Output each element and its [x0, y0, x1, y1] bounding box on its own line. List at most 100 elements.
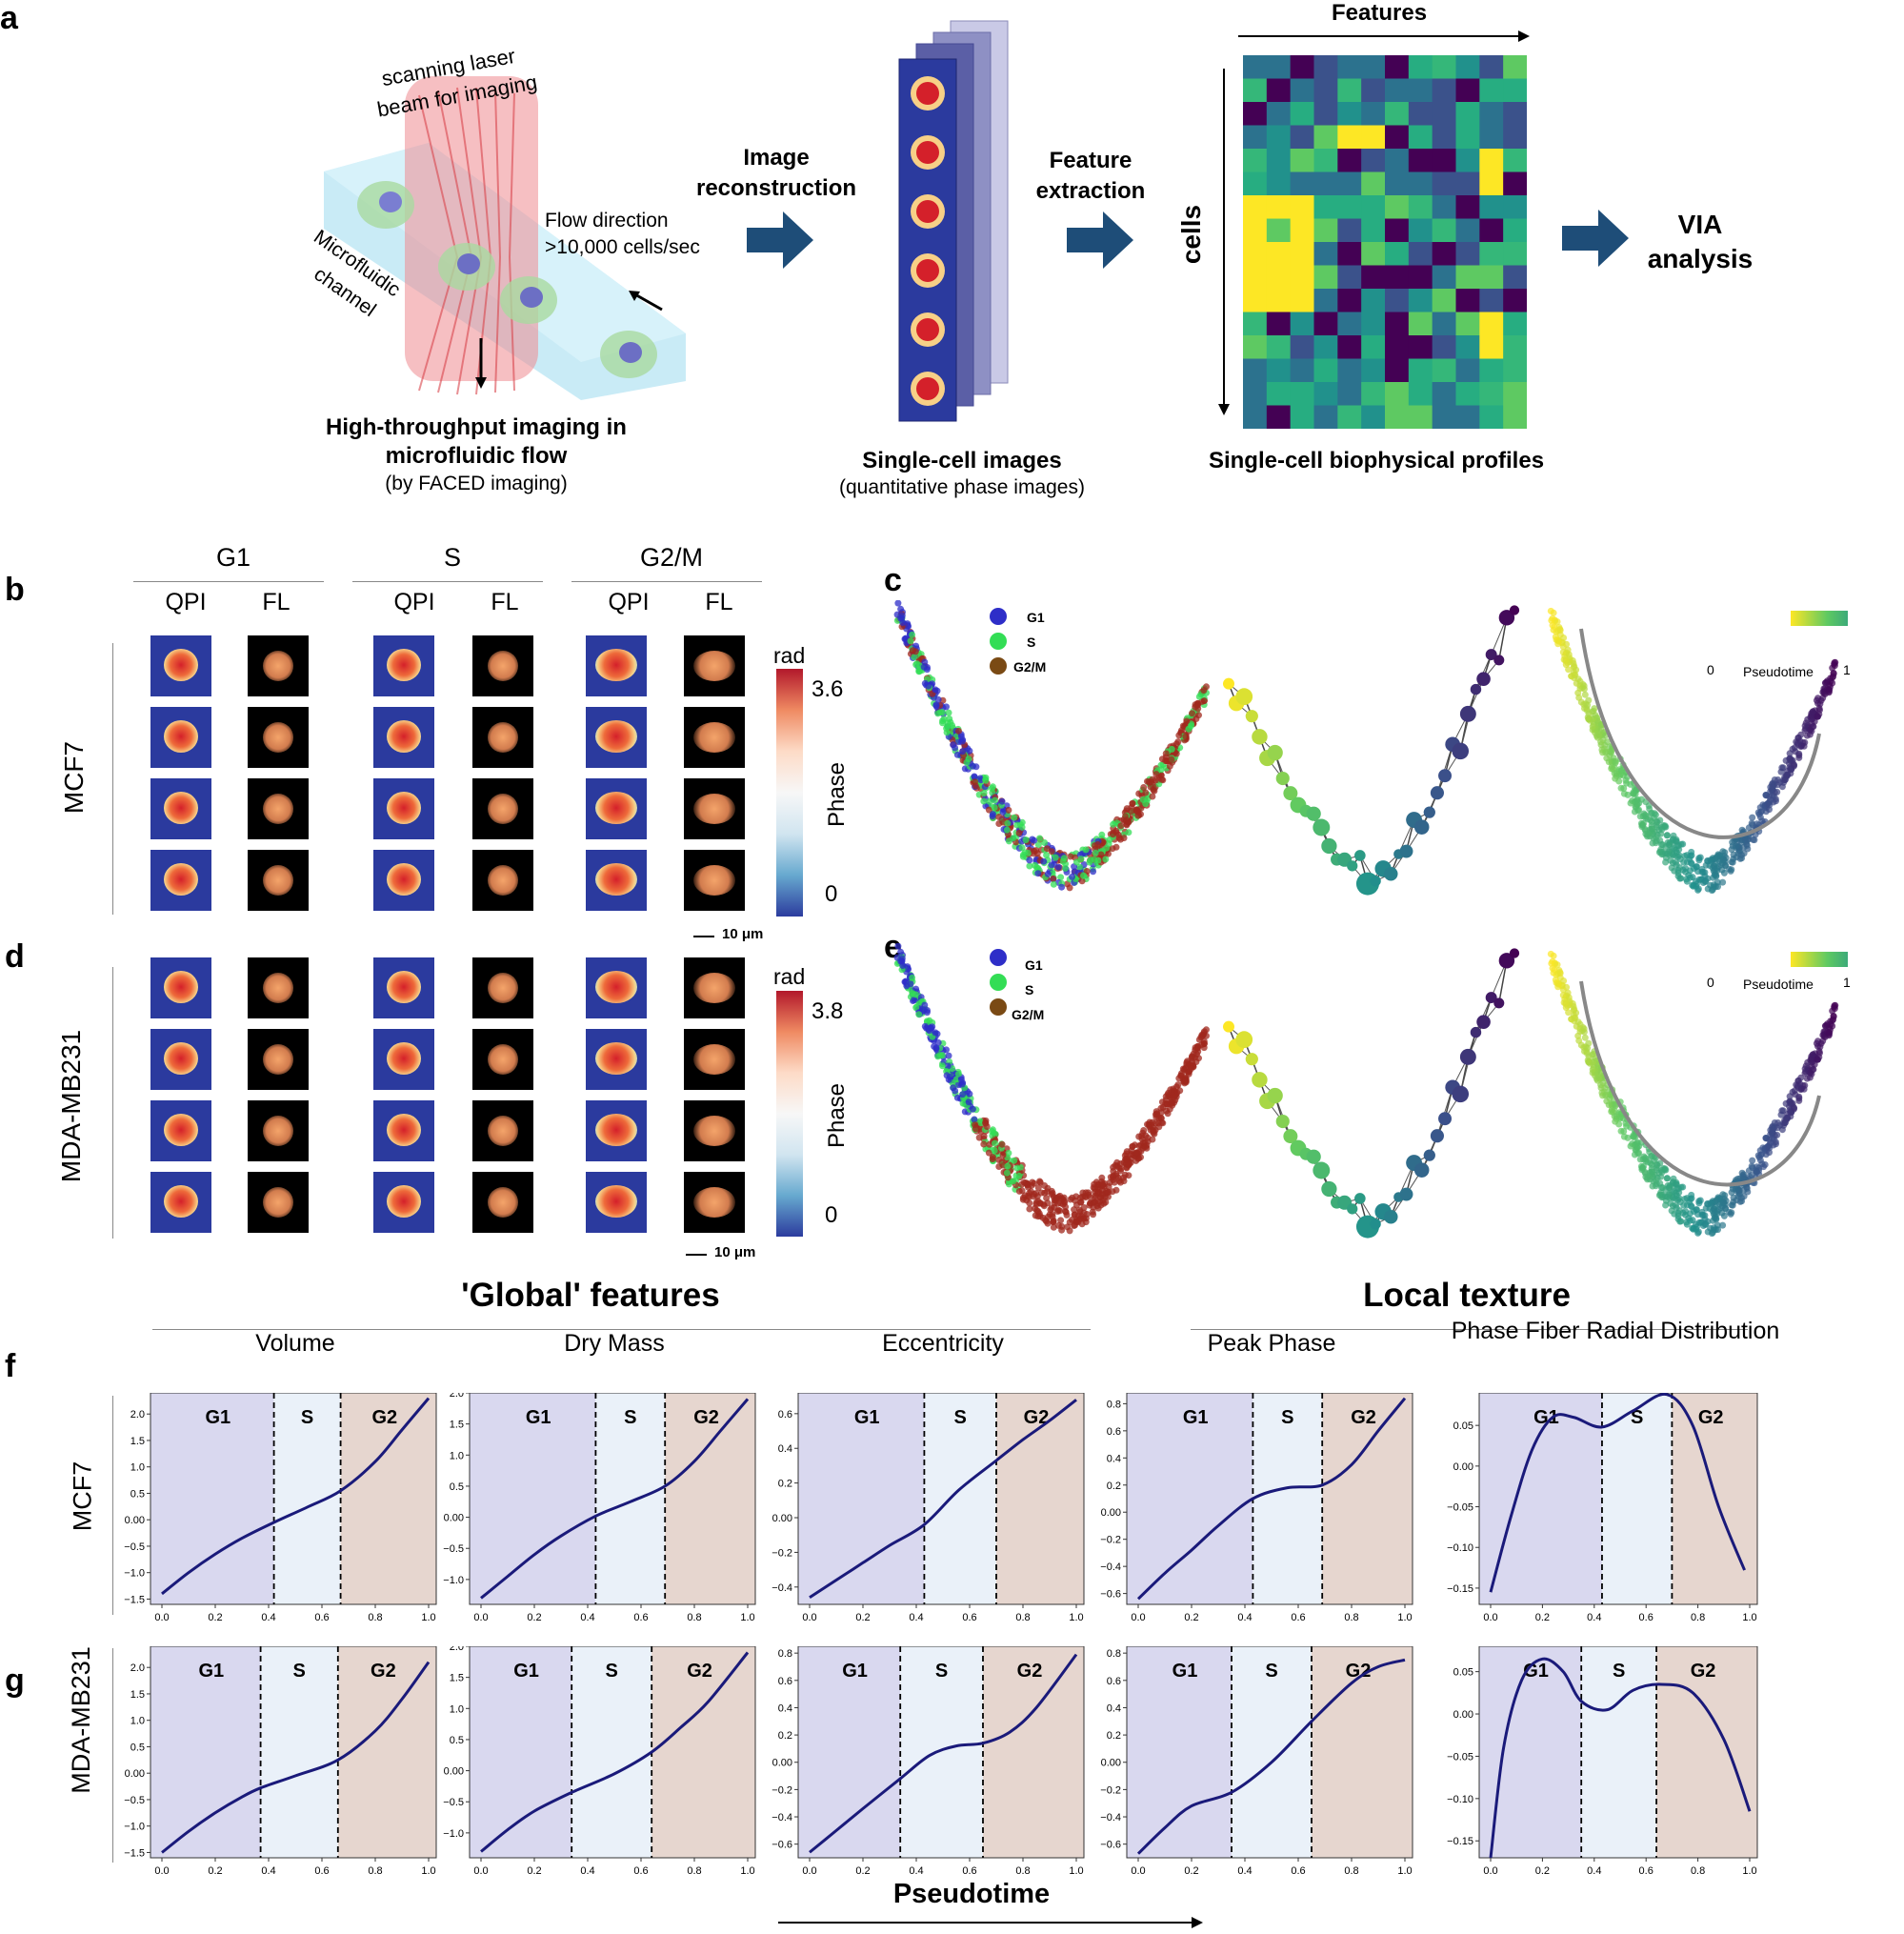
ytick-label: −0.5: [443, 1797, 464, 1808]
phase-region-s: [924, 1393, 996, 1604]
cell-point: [1013, 1164, 1021, 1172]
phase-region-s: [571, 1646, 652, 1858]
graph-node: [1347, 860, 1358, 872]
pseudotime-point: [1560, 977, 1568, 984]
pseudotime-point: [1727, 867, 1734, 875]
cell-point: [1005, 1180, 1012, 1188]
ytick-label: 1.5: [450, 1420, 464, 1431]
legend-label-s: S: [1027, 635, 1036, 650]
pseudotime-point: [1738, 852, 1745, 858]
pseudotime-point: [1612, 757, 1619, 765]
heatmap-cell: [1455, 78, 1480, 103]
qpi-cell-image: [150, 957, 211, 1018]
legend-dot: [990, 657, 1007, 675]
section-local: Local texture: [1363, 1277, 1571, 1314]
cell-point: [1103, 844, 1111, 852]
feature-trend-line: [809, 1399, 1077, 1599]
pseudotime-point: [1590, 707, 1597, 715]
cell-point: [1050, 880, 1057, 888]
heatmap-cell: [1290, 78, 1314, 103]
qpi-cell-image: [373, 1100, 434, 1161]
pseudotime-point: [1687, 874, 1694, 881]
trajectory-plots-c: [893, 600, 1848, 896]
pseudotime-point: [1774, 1131, 1781, 1138]
cell-point: [925, 682, 932, 690]
cell-point: [1106, 836, 1113, 843]
ytick-label: 0.4: [1107, 1453, 1121, 1464]
pseudotime-point: [1690, 1225, 1697, 1233]
xtick-label: 0.8: [687, 1612, 701, 1623]
cell-point: [959, 1091, 967, 1098]
pseudo-min-c: 0: [1707, 662, 1714, 677]
pseudotime-point: [1613, 770, 1620, 777]
ytick-label: −0.4: [772, 1812, 792, 1823]
legend-label-g2m: G2/M: [1012, 1007, 1045, 1022]
heatmap-cell: [1503, 265, 1527, 290]
cell-point: [995, 1163, 1003, 1170]
heatmap-cell: [1503, 102, 1527, 126]
pseudotime-point: [1801, 722, 1809, 730]
fl-cell-image: [472, 1172, 533, 1233]
cell-point: [936, 1052, 944, 1059]
pseudotime-point: [1648, 1168, 1655, 1176]
feature-line-chart: G1 S G2 −0.6 −0.4 −0.2 0.00 0.2 0.4 0.6 0.8 0.0 0.2 0…: [1100, 1393, 1413, 1623]
heatmap-cell: [1361, 265, 1386, 290]
graph-node: [1245, 1053, 1258, 1066]
heatmap-cell: [1313, 78, 1338, 103]
heatmap-cell: [1432, 149, 1456, 172]
cell-point: [907, 637, 914, 645]
heatmap-cell: [1503, 149, 1527, 172]
xtick-label: 0.8: [368, 1865, 382, 1877]
pseudotime-point: [1814, 1038, 1822, 1045]
cell-point: [1200, 697, 1208, 705]
pseudotime-point: [1576, 1020, 1584, 1028]
ytick-label: −1.5: [124, 1594, 145, 1605]
feature-line-chart: G1 S G2 −0.6 −0.4 −0.2 0.00 0.2 0.4 0.6 0.8 0.0 0.2 0…: [772, 1646, 1085, 1877]
graph-node: [1252, 1072, 1268, 1088]
ytick-label: 2.0: [130, 1662, 145, 1674]
xtick-label: 0.6: [962, 1612, 976, 1623]
pseudotime-point: [1719, 1221, 1727, 1229]
ytick-label: 0.00: [1101, 1758, 1121, 1769]
cell-point: [1158, 1098, 1166, 1106]
ytick-label: 0.00: [444, 1513, 464, 1524]
cell-point: [1036, 835, 1043, 842]
cell-point: [980, 1133, 988, 1140]
step-feature-extraction-1: Feature: [1049, 148, 1132, 173]
fl-cell-image: [472, 635, 533, 696]
fl-header: FL: [491, 589, 519, 615]
xtick-label: 0.8: [1691, 1612, 1705, 1623]
pseudotime-point: [1605, 1101, 1613, 1109]
cell-point: [1097, 851, 1105, 858]
pseudotime-point: [1638, 821, 1646, 829]
divider: [152, 1329, 1091, 1330]
pseudotime-point: [1784, 1115, 1792, 1122]
heatmap-cell: [1479, 218, 1504, 243]
panel-label-g: g: [5, 1662, 25, 1699]
cell-point: [992, 796, 998, 804]
xtick-label: 0.0: [1483, 1865, 1497, 1877]
heatmap-cell: [1432, 171, 1456, 196]
pseudotime-point: [1704, 857, 1712, 864]
ytick-label: −0.5: [124, 1795, 145, 1806]
panel-label-f: f: [5, 1348, 16, 1384]
ytick-label: 2.0: [450, 1646, 464, 1653]
pseudotime-point: [1657, 1173, 1665, 1180]
cell-point: [989, 783, 996, 791]
heatmap-cell: [1432, 242, 1456, 266]
cell-point: [1013, 821, 1021, 829]
cell-point: [1158, 755, 1166, 763]
cell-point: [989, 1154, 996, 1161]
heatmap-cell: [1432, 312, 1456, 336]
cell-point: [1092, 1192, 1099, 1199]
heatmap-cell: [1385, 195, 1410, 219]
graph-node: [1509, 948, 1520, 958]
chart-frame: [1478, 1646, 1758, 1859]
pseudotime-point: [1570, 1012, 1577, 1018]
feature-line-chart: G1 S G2 −1.0 −0.5 0.00 0.5 1.0 1.5 2.0 0.0 0.2 0.4 0.…: [443, 1393, 756, 1623]
qpi-cell-image: [586, 1029, 647, 1090]
qpi-header: QPI: [165, 589, 207, 615]
graph-node: [1498, 953, 1515, 969]
heatmap-cell: [1361, 312, 1386, 336]
xtick-label: 0.6: [1639, 1612, 1653, 1623]
